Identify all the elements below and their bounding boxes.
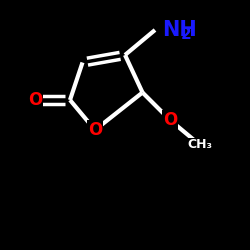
Text: O: O	[163, 111, 177, 129]
Text: 2: 2	[181, 27, 192, 42]
Text: NH: NH	[162, 20, 197, 40]
Text: O: O	[28, 91, 42, 109]
Text: O: O	[88, 121, 102, 139]
Text: CH₃: CH₃	[188, 138, 212, 151]
